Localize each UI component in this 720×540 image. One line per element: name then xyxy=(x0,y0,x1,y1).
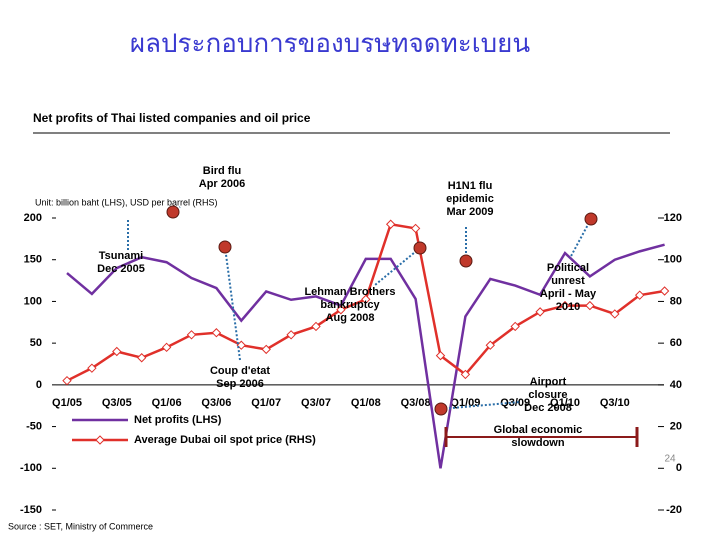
x-tick-label: Q1/08 xyxy=(351,397,381,409)
leader-line xyxy=(374,247,421,286)
event-marker xyxy=(434,402,448,416)
leader-line xyxy=(440,401,521,410)
annotation: slowdown xyxy=(511,437,564,449)
event-marker xyxy=(584,212,598,226)
x-tick-label: Q1/10 xyxy=(550,397,580,409)
y-tick-label: 150 xyxy=(24,254,42,266)
point-marker xyxy=(136,353,147,363)
leader-line xyxy=(224,246,241,361)
page-number: 24 xyxy=(664,454,676,465)
x-tick-label: Q3/10 xyxy=(600,397,630,409)
annotation: Bird flu xyxy=(203,165,242,177)
y2-tick-label: 40 xyxy=(670,379,682,391)
legend-label: Net profits (LHS) xyxy=(134,414,222,426)
point-marker xyxy=(62,375,72,386)
event-marker xyxy=(166,205,180,219)
annotation: Sep 2006 xyxy=(216,378,264,390)
annotation: April - May xyxy=(540,288,597,300)
point-marker xyxy=(87,363,97,373)
point-marker xyxy=(659,286,670,296)
slide-title: ผลประกอบการของบรษทจดทะเบยน xyxy=(130,29,530,59)
point-marker xyxy=(186,330,197,340)
y2-tick-label: -20 xyxy=(666,504,682,516)
legend-marker xyxy=(95,435,105,445)
point-marker xyxy=(485,340,496,350)
y2-tick-label: 0 xyxy=(676,462,682,474)
point-marker xyxy=(535,307,545,317)
event-marker xyxy=(413,241,427,255)
point-marker xyxy=(112,346,122,357)
annotation: Aug 2008 xyxy=(326,312,375,324)
legend-label: Average Dubai oil spot price (RHS) xyxy=(134,434,316,446)
annotation: Coup d'etat xyxy=(210,365,270,377)
point-marker xyxy=(286,330,296,340)
point-marker xyxy=(560,300,570,311)
point-marker xyxy=(610,309,620,319)
source: Source : SET, Ministry of Commerce xyxy=(8,521,153,531)
annotation: Mar 2009 xyxy=(446,206,493,218)
point-marker xyxy=(336,305,346,315)
y-tick-label: 200 xyxy=(24,212,42,224)
x-tick-label: Q3/09 xyxy=(500,397,530,409)
annotation: Apr 2006 xyxy=(199,178,245,190)
point-marker xyxy=(460,369,471,380)
x-tick-label: Q1/06 xyxy=(152,397,182,409)
point-marker xyxy=(361,294,371,305)
y2-tick-label: 120 xyxy=(664,212,682,224)
x-tick-label: Q1/07 xyxy=(251,397,281,409)
point-marker xyxy=(385,219,396,229)
series-line xyxy=(66,243,665,469)
point-marker xyxy=(634,290,645,300)
x-tick-label: Q3/08 xyxy=(401,397,431,409)
point-marker xyxy=(435,350,446,361)
y2-tick-label: 20 xyxy=(670,420,682,432)
y-tick-label: -50 xyxy=(26,420,42,432)
y-tick-label: 0 xyxy=(36,379,42,391)
annotation: Tsunami xyxy=(99,250,143,262)
point-marker xyxy=(510,321,520,332)
point-marker xyxy=(261,344,271,355)
x-tick-label: Q3/07 xyxy=(301,397,331,409)
unit-note: Unit: billion baht (LHS), USD per barrel… xyxy=(35,197,218,207)
point-marker xyxy=(161,342,172,353)
annotation: Dec 2008 xyxy=(524,402,572,414)
annotation: 2010 xyxy=(556,301,580,313)
chart-subtitle: Net profits of Thai listed companies and… xyxy=(33,111,311,125)
annotation: epidemic xyxy=(446,193,494,205)
y2-tick-label: 100 xyxy=(664,254,682,266)
annotation: Lehman Brothers xyxy=(304,286,395,298)
point-marker xyxy=(410,223,421,234)
y2-tick-label: 60 xyxy=(670,337,682,349)
annotation: unrest xyxy=(551,275,585,287)
leader-line xyxy=(569,218,592,259)
event-marker xyxy=(218,240,232,254)
y-tick-label: -100 xyxy=(20,462,42,474)
y-tick-label: 100 xyxy=(24,295,42,307)
point-marker xyxy=(585,300,595,311)
y-tick-label: -150 xyxy=(20,504,42,516)
point-marker xyxy=(311,321,321,332)
x-tick-label: Q3/05 xyxy=(102,397,132,409)
x-tick-label: Q1/05 xyxy=(52,397,82,409)
y-tick-label: 50 xyxy=(30,337,42,349)
y2-tick-label: 80 xyxy=(670,295,682,307)
annotation: Dec 2005 xyxy=(97,263,145,275)
annotation: H1N1 flu xyxy=(448,180,493,192)
annotation: Airport xyxy=(530,376,567,388)
annotation: closure xyxy=(528,389,567,401)
x-tick-label: Q3/06 xyxy=(201,397,231,409)
annotation: Global economic xyxy=(494,424,583,436)
event-marker xyxy=(459,254,473,268)
annotation: Political xyxy=(547,262,589,274)
point-marker xyxy=(211,328,222,338)
annotation: bankruptcy xyxy=(320,299,380,311)
